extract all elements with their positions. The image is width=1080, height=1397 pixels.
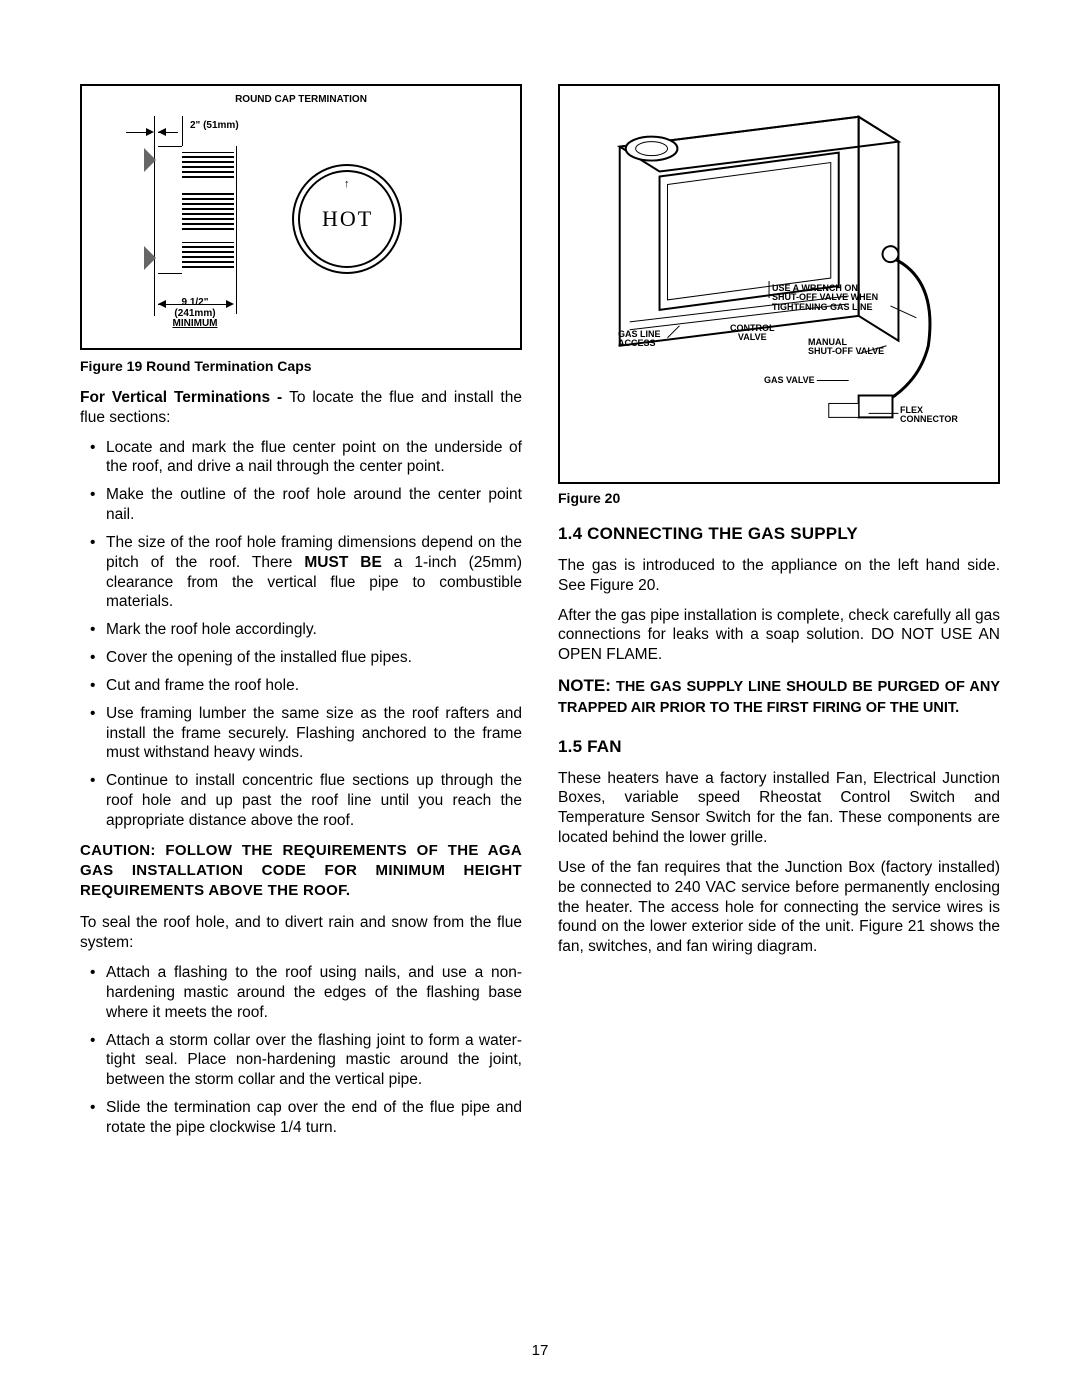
list-item: Attach a flashing to the roof using nail… — [106, 963, 522, 1022]
sec15-p2: Use of the fan requires that the Junctio… — [558, 858, 1000, 957]
caution-block: CAUTION: FOLLOW THE REQUIREMENTS OF THE … — [80, 841, 522, 902]
lbl-manual-shutoff: MANUALSHUT-OFF VALVE — [808, 338, 884, 357]
list-item: Continue to install concentric flue sect… — [106, 771, 522, 830]
bullets-1: Locate and mark the flue center point on… — [80, 438, 522, 831]
sec14-p1: The gas is introduced to the appliance o… — [558, 556, 1000, 596]
bullets-2: Attach a flashing to the roof using nail… — [80, 963, 522, 1138]
list-item: Slide the termination cap over the end o… — [106, 1098, 522, 1138]
left-column: ROUND CAP TERMINATION 2" (51mm) HOT ↑ — [80, 84, 522, 1148]
lbl-control-valve: CONTROLVALVE — [730, 324, 775, 343]
lbl-flex-connector: FLEXCONNECTOR — [900, 406, 958, 425]
list-item: The size of the roof hole framing dimens… — [106, 533, 522, 612]
sec15-p1: These heaters have a factory installed F… — [558, 769, 1000, 848]
list-item: Cut and frame the roof hole. — [106, 676, 522, 696]
list-item: Mark the roof hole accordingly. — [106, 620, 522, 640]
vertical-term-intro: For Vertical Terminations - To locate th… — [80, 388, 522, 428]
section-1-4-title: 1.4 CONNECTING THE GAS SUPPLY — [558, 524, 1000, 544]
list-item: Use framing lumber the same size as the … — [106, 704, 522, 763]
lbl-gas-valve: GAS VALVE — [764, 376, 815, 385]
lbl-wrench: USE A WRENCH ONSHUT-OFF VALVE WHENTIGHTE… — [772, 284, 892, 312]
list-item: Make the outline of the roof hole around… — [106, 485, 522, 525]
seal-intro: To seal the roof hole, and to divert rai… — [80, 913, 522, 953]
page-columns: ROUND CAP TERMINATION 2" (51mm) HOT ↑ — [80, 84, 1000, 1148]
figure-20-caption: Figure 20 — [558, 490, 1000, 506]
fig19-title: ROUND CAP TERMINATION — [82, 94, 520, 105]
list-item: Cover the opening of the installed flue … — [106, 648, 522, 668]
sec14-p2: After the gas pipe installation is compl… — [558, 606, 1000, 665]
note-block: NOTE: THE GAS SUPPLY LINE SHOULD BE PURG… — [558, 675, 1000, 719]
figure-19-caption: Figure 19 Round Termination Caps — [80, 358, 522, 374]
list-item: Locate and mark the flue center point on… — [106, 438, 522, 478]
right-column: USE A WRENCH ONSHUT-OFF VALVE WHENTIGHTE… — [558, 84, 1000, 1148]
list-item: Attach a storm collar over the flashing … — [106, 1031, 522, 1090]
figure-20-box: USE A WRENCH ONSHUT-OFF VALVE WHENTIGHTE… — [558, 84, 1000, 484]
hot-label: HOT — [322, 206, 373, 232]
lbl-gas-line-access: GAS LINEACCESS — [618, 330, 661, 349]
fig19-dim-top: 2" (51mm) — [190, 120, 239, 131]
page-number: 17 — [0, 1342, 1080, 1359]
section-1-5-title: 1.5 FAN — [558, 737, 1000, 757]
figure-19-box: ROUND CAP TERMINATION 2" (51mm) HOT ↑ — [80, 84, 522, 350]
fig19-dim-bottom: 9 1/2" (241mm) MINIMUM — [160, 298, 230, 330]
